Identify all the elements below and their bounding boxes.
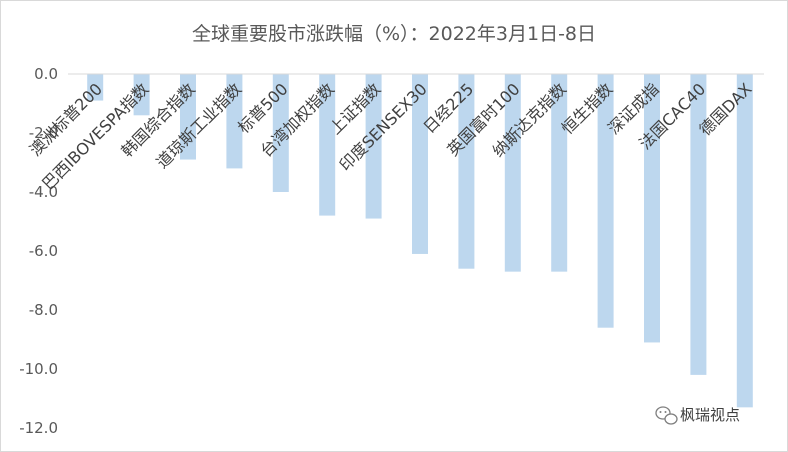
bar <box>272 74 289 192</box>
bar <box>180 74 196 160</box>
y-tick-label: -6.0 <box>29 242 58 260</box>
bar <box>412 74 428 254</box>
watermark-text: 枫瑞视点 <box>680 406 740 424</box>
bar <box>365 74 382 219</box>
bar <box>458 74 475 269</box>
watermark: 枫瑞视点 <box>655 406 740 425</box>
y-tick-label: 0.0 <box>34 65 58 83</box>
bar <box>690 74 707 375</box>
bar <box>133 74 150 116</box>
y-tick-label: -2.0 <box>29 124 58 142</box>
chart-title: 全球重要股市涨跌幅（%）：2022年3月1日-8日 <box>192 23 596 45</box>
y-axis: 0.0 -2.0 -4.0 -6.0 -8.0 -10.0 -12.0 <box>19 65 58 437</box>
y-tick-label: -10.0 <box>19 360 58 378</box>
bar-series <box>87 74 753 408</box>
wechat-icon <box>655 406 678 425</box>
y-tick-label: -8.0 <box>29 301 58 319</box>
bar <box>597 74 614 328</box>
bar <box>87 74 104 101</box>
y-tick-label: -12.0 <box>19 419 58 437</box>
bar <box>226 74 243 169</box>
y-tick-label: -4.0 <box>29 183 58 201</box>
bar <box>319 74 336 216</box>
bar <box>644 74 660 343</box>
bar <box>736 74 753 408</box>
bar <box>551 74 568 272</box>
bar <box>504 74 521 272</box>
